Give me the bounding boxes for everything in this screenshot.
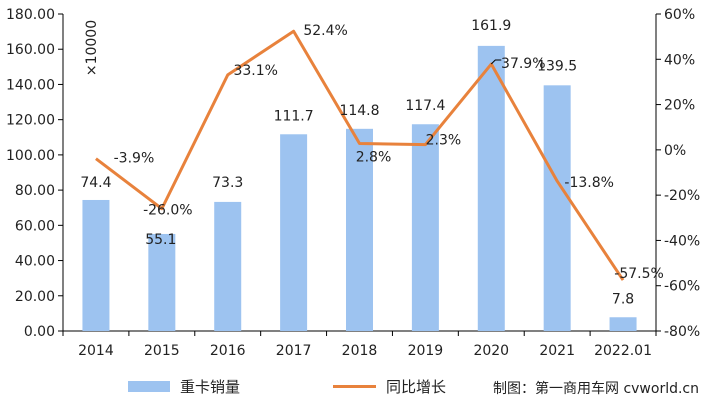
bar bbox=[411, 124, 439, 332]
legend: 重卡销量 同比增长 bbox=[128, 378, 446, 396]
bar bbox=[346, 128, 373, 331]
data-labels: 74.4 55.1 73.3 111.7 114.8 117.4 161.9 139.5 7.8… bbox=[80, 18, 663, 307]
bar-value-label: 114.8 bbox=[339, 103, 379, 119]
x-tick-label: 2018 bbox=[342, 343, 378, 359]
line-value-label: 52.4% bbox=[303, 23, 347, 39]
line-value-label: -57.5% bbox=[614, 266, 664, 282]
bar bbox=[82, 199, 110, 331]
y-left-tick-label: 120.00 bbox=[6, 113, 55, 129]
line-value-label: 2.3% bbox=[426, 133, 462, 149]
y-right-tick-label: -40% bbox=[664, 233, 700, 249]
y-right-tick-label: 20% bbox=[664, 98, 695, 114]
y-right-tick-label: 60% bbox=[664, 7, 695, 23]
x-tick-label: 2014 bbox=[78, 343, 114, 359]
bar bbox=[280, 134, 308, 331]
bar bbox=[148, 233, 176, 331]
line-path bbox=[95, 29, 625, 281]
bar-value-label: 73.3 bbox=[212, 175, 243, 191]
y-right-tick-label: 40% bbox=[664, 52, 695, 68]
y-left-tick-label: 20.00 bbox=[15, 289, 55, 305]
y-left-tick-label: 40.00 bbox=[15, 254, 55, 270]
legend-bar-label: 重卡销量 bbox=[180, 378, 240, 396]
y-left-tick-label: 160.00 bbox=[6, 42, 55, 58]
y-left-tick-label: 100.00 bbox=[6, 148, 55, 164]
bar-value-label: 74.4 bbox=[80, 175, 111, 191]
bar bbox=[543, 85, 571, 331]
y-left-tick-label: 180.00 bbox=[6, 7, 55, 23]
bar-value-label: 111.7 bbox=[274, 108, 314, 124]
axes: 0.00 20.00 40.00 60.00 80.00 100.00 120.00 140.… bbox=[6, 7, 700, 359]
y-right-tick-label: -80% bbox=[664, 324, 700, 340]
line-value-label: 37.9% bbox=[501, 56, 545, 72]
x-tick-label: 2021 bbox=[539, 343, 575, 359]
credit-text: 制图：第一商用车网 cvworld.cn bbox=[493, 380, 699, 397]
line-value-label: 33.1% bbox=[233, 63, 277, 79]
legend-bar-swatch bbox=[128, 381, 170, 392]
y-right-tick-label: 0% bbox=[664, 143, 686, 159]
y-left-tick-label: 140.00 bbox=[6, 77, 55, 93]
y-left-tick-label: 80.00 bbox=[15, 183, 55, 199]
bar bbox=[609, 317, 637, 331]
bar-value-label: 139.5 bbox=[537, 58, 577, 74]
x-tick-label: 2020 bbox=[473, 343, 509, 359]
x-tick-label: 2015 bbox=[144, 343, 180, 359]
legend-line-label: 同比增长 bbox=[386, 378, 446, 396]
label-leader-line bbox=[490, 59, 502, 65]
bar-value-label: 117.4 bbox=[405, 98, 445, 114]
line-value-label: 2.8% bbox=[356, 150, 392, 166]
y-left-tick-label: 0.00 bbox=[24, 324, 55, 340]
x-tick-label: 2022.01 bbox=[594, 343, 652, 359]
x-tick-label: 2019 bbox=[408, 343, 444, 359]
y-left-unit: ×10000 bbox=[84, 20, 100, 76]
x-tick-label: 2016 bbox=[210, 343, 246, 359]
bar bbox=[214, 201, 242, 331]
bar-value-label: 161.9 bbox=[471, 18, 511, 34]
y-left-tick-label: 60.00 bbox=[15, 218, 55, 234]
line-series bbox=[95, 29, 625, 281]
x-tick-label: 2017 bbox=[276, 343, 312, 359]
line-value-label: -26.0% bbox=[143, 203, 193, 219]
bar bbox=[477, 45, 505, 332]
line-value-label: -3.9% bbox=[114, 151, 155, 167]
line-value-label: -13.8% bbox=[564, 175, 614, 191]
y-right-tick-label: -20% bbox=[664, 188, 700, 204]
bar-series bbox=[82, 45, 637, 332]
bar-value-label: 55.1 bbox=[145, 232, 176, 248]
bar-value-label: 7.8 bbox=[612, 291, 634, 307]
y-right-tick-label: -60% bbox=[664, 279, 700, 295]
